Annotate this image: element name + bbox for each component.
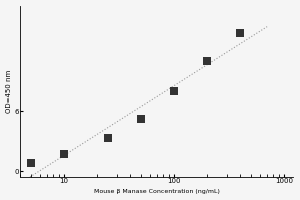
- Point: [205, 59, 210, 62]
- Point: [61, 153, 66, 156]
- Point: [172, 89, 176, 93]
- Point: [105, 137, 110, 140]
- Point: [28, 162, 33, 165]
- Y-axis label: OD=450 nm: OD=450 nm: [6, 69, 12, 113]
- Point: [139, 118, 143, 121]
- Point: [238, 31, 243, 34]
- X-axis label: Mouse β Manase Concentration (ng/mL): Mouse β Manase Concentration (ng/mL): [94, 189, 220, 194]
